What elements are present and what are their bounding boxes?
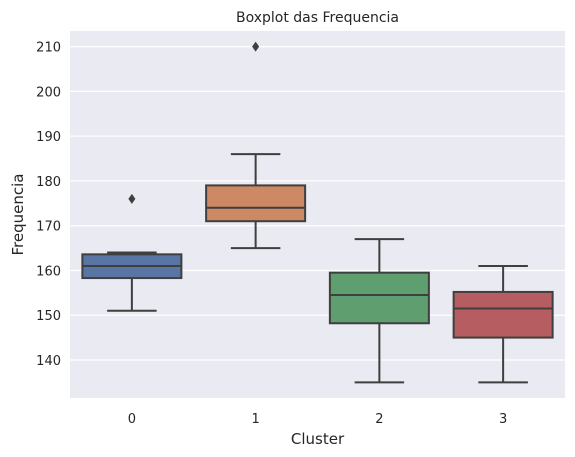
y-tick-label-140: 140: [36, 354, 61, 369]
y-tick-label-200: 200: [36, 85, 61, 100]
box-series: [81, 41, 554, 384]
box-cluster-1: [205, 41, 307, 250]
box-iqr-3: [452, 290, 554, 339]
x-tick-labels: 0 1 2 3: [128, 412, 508, 427]
y-tick-labels: 140 150 160 170 180 190 200 210: [36, 41, 61, 369]
y-tick-label-180: 180: [36, 175, 61, 190]
y-axis-label: Frequencia: [9, 174, 27, 256]
box-cluster-3: [452, 264, 554, 384]
outlier-point-0-0: [128, 193, 136, 204]
outlier-point-1-0: [252, 41, 260, 52]
box-iqr-2: [328, 271, 430, 325]
x-tick-label-1: 1: [251, 412, 259, 427]
box-cluster-0: [81, 193, 183, 312]
y-tick-label-150: 150: [36, 309, 61, 324]
box-iqr-1: [205, 184, 307, 223]
y-tick-label-190: 190: [36, 130, 61, 145]
x-tick-label-2: 2: [375, 412, 383, 427]
x-axis-label: Cluster: [291, 430, 345, 448]
x-tick-label-3: 3: [499, 412, 507, 427]
y-tick-label-160: 160: [36, 264, 61, 279]
y-tick-label-170: 170: [36, 220, 61, 235]
x-tick-label-0: 0: [128, 412, 136, 427]
y-tick-label-210: 210: [36, 41, 61, 56]
chart-title: Boxplot das Frequencia: [236, 10, 399, 26]
box-cluster-2: [328, 238, 430, 384]
plot-background: [70, 31, 565, 398]
